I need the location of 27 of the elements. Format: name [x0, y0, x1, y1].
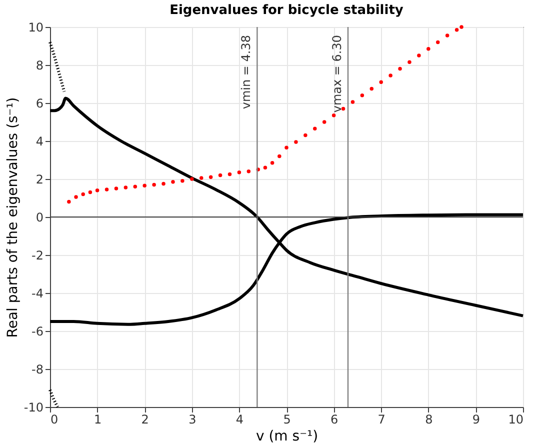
- x-tick-label: 6: [330, 412, 338, 426]
- x-tick-label: 8: [425, 412, 433, 426]
- x-tick-label: 3: [188, 412, 196, 426]
- y-tick-label: 10: [28, 20, 44, 34]
- x-tick-label: 7: [378, 412, 386, 426]
- y-tick-label: 8: [36, 58, 44, 72]
- y-tick-label: 0: [36, 210, 44, 224]
- y-tick-label: -4: [32, 286, 44, 300]
- y-axis-title: Real parts of the eigenvalues (s⁻¹): [4, 97, 21, 338]
- y-tick-label: -6: [32, 324, 44, 338]
- chart-title: Eigenvalues for bicycle stability: [170, 3, 404, 18]
- ref-line-label: vmax = 6.30: [330, 35, 344, 113]
- x-axis-title: v (m s⁻¹): [256, 428, 318, 444]
- y-tick-label: 4: [36, 134, 44, 148]
- x-tick-label: 0: [50, 412, 58, 426]
- y-tick-label: 6: [36, 96, 44, 110]
- x-tick-label: 5: [283, 412, 291, 426]
- y-tick-label: -8: [32, 362, 44, 376]
- x-tick-label: 9: [472, 412, 480, 426]
- x-tick-label: 4: [236, 412, 244, 426]
- y-tick-label: -10: [24, 400, 44, 414]
- x-tick-label: 2: [141, 412, 149, 426]
- x-tick-label: 10: [508, 412, 524, 426]
- x-tick-label: 1: [94, 412, 102, 426]
- y-tick-label: 2: [36, 172, 44, 186]
- ref-line-label: vmin = 4.38: [239, 35, 254, 110]
- y-tick-label: -2: [32, 248, 44, 262]
